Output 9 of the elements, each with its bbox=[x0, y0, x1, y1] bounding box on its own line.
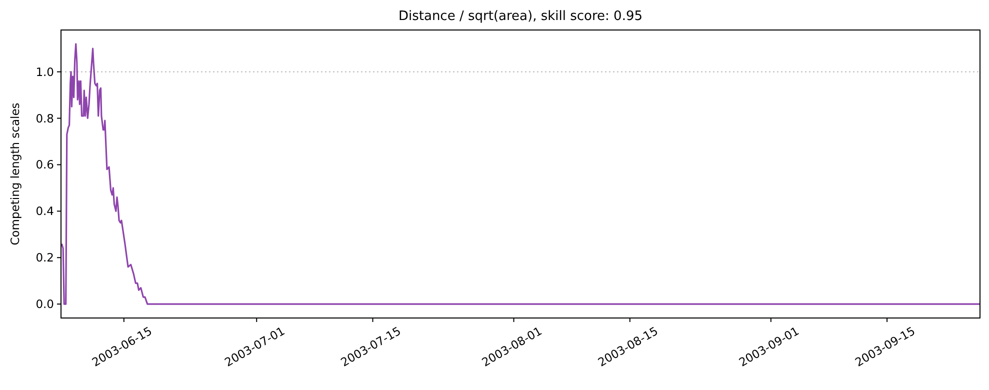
y-tick-label: 1.0 bbox=[36, 64, 54, 79]
y-tick-label: 0.2 bbox=[36, 250, 54, 265]
y-tick-label: 0.0 bbox=[36, 297, 54, 312]
y-axis-title: Competing length scales bbox=[8, 102, 22, 246]
chart-title: Distance / sqrt(area), skill score: 0.95 bbox=[398, 9, 643, 24]
y-tick-label: 0.6 bbox=[36, 158, 54, 172]
line-series bbox=[61, 43, 980, 305]
y-tick-label: 0.4 bbox=[36, 204, 54, 218]
y-tick-label: 0.8 bbox=[36, 111, 54, 126]
